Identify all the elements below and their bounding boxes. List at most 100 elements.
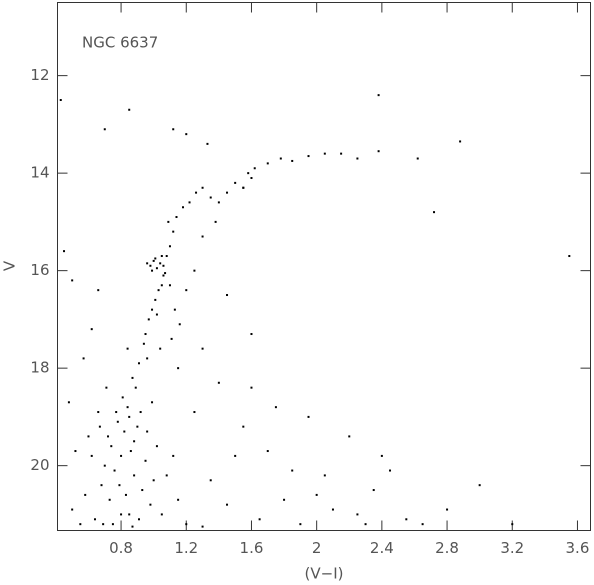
- point: [82, 357, 85, 360]
- point: [201, 186, 204, 189]
- point: [377, 94, 380, 97]
- point: [242, 425, 245, 428]
- point: [160, 255, 163, 258]
- y-axis-label: V: [1, 260, 19, 271]
- point: [193, 269, 196, 272]
- point: [258, 518, 261, 521]
- point: [226, 191, 229, 194]
- point: [97, 289, 100, 292]
- point: [159, 262, 162, 265]
- point: [160, 284, 163, 287]
- point: [59, 99, 62, 102]
- point: [274, 406, 277, 409]
- x-tick-label: 1.6: [240, 539, 264, 557]
- point: [71, 279, 74, 282]
- point: [133, 440, 136, 443]
- point: [129, 450, 132, 453]
- point: [323, 474, 326, 477]
- point: [128, 415, 131, 418]
- point: [102, 523, 105, 526]
- point: [214, 220, 217, 223]
- point: [90, 328, 93, 331]
- y-tick-label: 20: [30, 456, 49, 474]
- point: [155, 267, 158, 270]
- point: [123, 430, 126, 433]
- point: [170, 337, 173, 340]
- point: [433, 211, 436, 214]
- point: [459, 140, 462, 143]
- point: [201, 525, 204, 528]
- point: [331, 508, 334, 511]
- x-tick-label: 2.8: [435, 539, 459, 557]
- point: [108, 498, 111, 501]
- point: [136, 425, 139, 428]
- point: [185, 133, 188, 136]
- point: [364, 523, 367, 526]
- point: [307, 415, 310, 418]
- point: [356, 513, 359, 516]
- point: [291, 469, 294, 472]
- point: [124, 493, 127, 496]
- point: [226, 294, 229, 297]
- point: [137, 518, 140, 521]
- point: [116, 420, 119, 423]
- y-tick-label: 14: [30, 164, 49, 182]
- point: [323, 152, 326, 155]
- point: [209, 479, 212, 482]
- point: [250, 386, 253, 389]
- point: [279, 157, 282, 160]
- plot-frame: [57, 2, 591, 531]
- point: [160, 513, 163, 516]
- point: [307, 155, 310, 158]
- point: [144, 459, 147, 462]
- point: [188, 201, 191, 204]
- point: [146, 357, 149, 360]
- point: [113, 469, 116, 472]
- point: [100, 484, 103, 487]
- point: [168, 284, 171, 287]
- point: [98, 425, 101, 428]
- point: [90, 454, 93, 457]
- point: [103, 464, 106, 467]
- point: [511, 523, 514, 526]
- point: [134, 386, 137, 389]
- point: [568, 255, 571, 258]
- point: [120, 454, 123, 457]
- point: [234, 181, 237, 184]
- point: [131, 376, 134, 379]
- point: [405, 518, 408, 521]
- point: [151, 308, 154, 311]
- y-tick-label: 16: [30, 261, 49, 279]
- point: [149, 503, 152, 506]
- point: [266, 162, 269, 165]
- point: [185, 289, 188, 292]
- point: [172, 230, 175, 233]
- point: [250, 333, 253, 336]
- point: [165, 474, 168, 477]
- point: [299, 523, 302, 526]
- point: [206, 142, 209, 145]
- point: [63, 250, 66, 253]
- point: [195, 191, 198, 194]
- point: [87, 435, 90, 438]
- point: [105, 386, 108, 389]
- point: [84, 493, 87, 496]
- point: [167, 220, 170, 223]
- point: [67, 401, 70, 404]
- point: [165, 255, 168, 258]
- point: [126, 406, 129, 409]
- point: [250, 177, 253, 180]
- point: [151, 269, 154, 272]
- point: [137, 362, 140, 365]
- point: [128, 513, 131, 516]
- annotation: NGC 6637: [82, 34, 158, 52]
- point: [315, 493, 318, 496]
- point: [193, 411, 196, 414]
- point: [155, 445, 158, 448]
- point: [348, 435, 351, 438]
- point: [141, 489, 144, 492]
- point: [121, 396, 124, 399]
- point: [164, 272, 167, 275]
- point: [389, 469, 392, 472]
